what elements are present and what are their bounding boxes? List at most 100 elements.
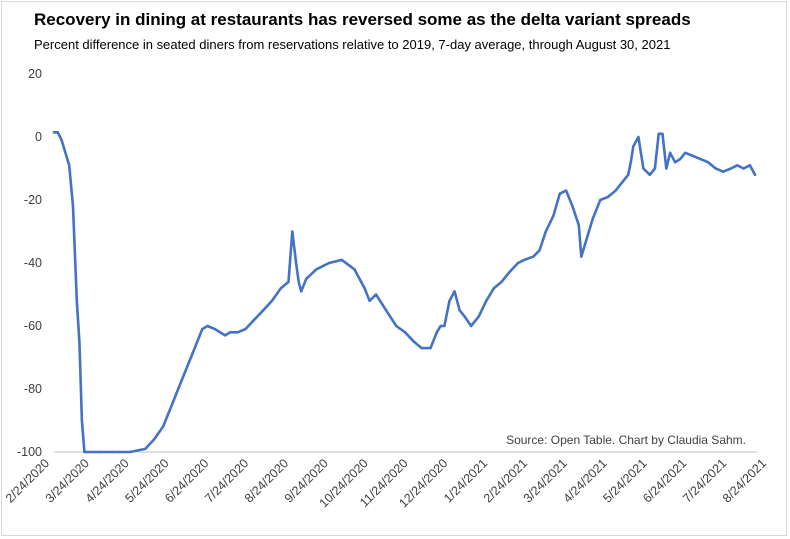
- x-tick-label: 8/24/2021: [720, 456, 769, 505]
- data-point: [577, 224, 580, 227]
- data-point: [684, 151, 687, 154]
- data-point: [463, 315, 466, 318]
- data-point: [571, 205, 574, 208]
- data-point: [516, 261, 520, 265]
- data-point: [420, 346, 423, 350]
- data-point: [80, 419, 84, 422]
- data-point: [523, 258, 526, 262]
- data-point: [458, 309, 461, 312]
- data-point: [128, 450, 132, 454]
- data-point: [279, 287, 283, 290]
- data-point: [429, 346, 432, 350]
- data-point: [363, 287, 366, 290]
- data-point: [172, 400, 175, 403]
- data-point: [673, 161, 677, 164]
- data-point: [60, 138, 63, 142]
- data-point: [552, 214, 555, 217]
- data-point: [64, 151, 67, 154]
- data-point: [500, 280, 503, 284]
- data-point: [206, 324, 209, 328]
- data-point: [691, 154, 695, 158]
- data-point: [196, 340, 199, 343]
- y-tick-label: -40: [24, 256, 42, 270]
- data-point: [291, 230, 294, 233]
- data-point: [564, 189, 568, 192]
- data-point: [665, 167, 668, 170]
- data-point: [152, 438, 156, 441]
- data-point: [637, 135, 640, 139]
- data-point: [98, 450, 101, 454]
- data-point: [736, 164, 739, 167]
- data-point: [453, 290, 456, 293]
- data-point: [648, 173, 651, 176]
- chart-source-note: Source: Open Table. Chart by Claudia Sah…: [506, 433, 746, 447]
- data-point: [507, 271, 511, 274]
- data-point: [166, 413, 170, 416]
- data-point: [591, 217, 594, 221]
- data-point: [144, 447, 147, 451]
- data-point: [85, 450, 89, 454]
- data-point: [353, 268, 356, 271]
- data-point: [68, 164, 71, 167]
- data-point: [477, 315, 480, 318]
- data-point: [253, 318, 256, 321]
- data-point: [56, 131, 59, 134]
- data-point: [244, 327, 247, 331]
- data-point: [642, 167, 645, 170]
- data-point: [300, 290, 303, 293]
- data-point: [75, 299, 79, 302]
- data-point: [538, 249, 541, 252]
- data-point: [218, 331, 222, 334]
- data-point: [52, 131, 56, 134]
- data-point: [92, 450, 95, 454]
- data-point: [469, 324, 473, 328]
- data-point: [368, 299, 371, 302]
- data-point: [679, 157, 682, 161]
- y-tick-label: -80: [24, 382, 42, 396]
- data-point: [661, 132, 664, 135]
- series-points: [52, 131, 757, 454]
- data-point: [161, 425, 165, 428]
- data-point: [699, 157, 702, 161]
- chart-subtitle: Percent difference in seated diners from…: [34, 37, 671, 52]
- series-line: [52, 131, 757, 454]
- data-point: [706, 161, 710, 164]
- data-point: [327, 261, 331, 265]
- y-tick-label: -20: [24, 193, 42, 207]
- data-point: [236, 331, 239, 334]
- data-point: [395, 324, 398, 328]
- data-point: [532, 255, 535, 258]
- data-point: [729, 167, 733, 170]
- data-point: [229, 331, 232, 334]
- data-point: [88, 450, 91, 454]
- data-point: [714, 167, 717, 170]
- data-point: [580, 255, 583, 258]
- y-tick-label: 20: [28, 67, 42, 81]
- data-point: [180, 378, 184, 381]
- data-point: [439, 324, 442, 328]
- data-point: [748, 164, 752, 167]
- data-point: [443, 324, 446, 328]
- data-point: [657, 132, 660, 135]
- data-point: [742, 167, 745, 170]
- data-point: [753, 173, 757, 176]
- data-point: [111, 450, 114, 454]
- data-point: [448, 299, 451, 302]
- data-point: [435, 331, 438, 334]
- data-point: [632, 145, 635, 148]
- data-point: [213, 327, 217, 331]
- data-point: [191, 353, 194, 356]
- data-point: [315, 268, 318, 271]
- data-point: [403, 331, 407, 334]
- data-point: [583, 242, 587, 246]
- data-point: [78, 340, 81, 343]
- data-point: [599, 198, 602, 202]
- data-point: [622, 179, 625, 183]
- data-point: [558, 192, 561, 195]
- data-point: [374, 293, 378, 296]
- data-point: [544, 230, 547, 233]
- data-point: [492, 287, 496, 290]
- data-point: [185, 365, 189, 369]
